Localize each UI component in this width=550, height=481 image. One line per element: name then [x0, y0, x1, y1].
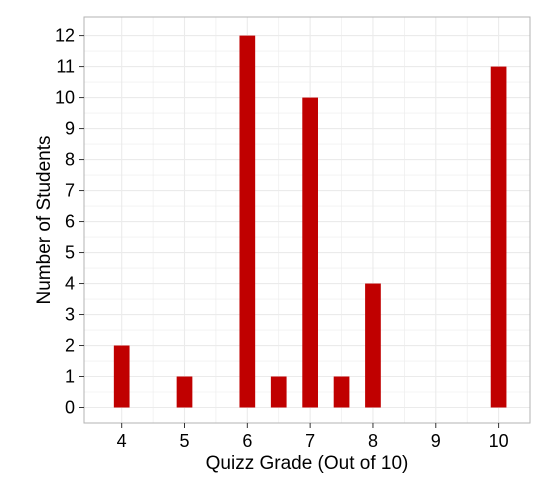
bar-4: [114, 346, 130, 408]
y-tick-label: 12: [55, 26, 75, 46]
y-axis-title: Number of Students: [34, 136, 55, 305]
bar-8: [365, 284, 381, 408]
x-tick-label: 10: [489, 431, 509, 451]
x-tick-label: 6: [242, 431, 252, 451]
y-tick-label: 1: [65, 367, 75, 387]
y-tick-label: 11: [56, 57, 75, 77]
x-tick-label: 7: [305, 431, 315, 451]
x-tick-label: 4: [117, 431, 127, 451]
y-tick-label: 5: [65, 243, 75, 263]
bar-6.5: [271, 377, 287, 408]
x-axis-title: Quizz Grade (Out of 10): [206, 453, 409, 474]
y-tick-label: 4: [65, 274, 75, 294]
bar-6: [239, 36, 255, 408]
y-tick-label: 3: [65, 305, 75, 325]
x-tick-label: 5: [179, 431, 189, 451]
bar-5: [177, 377, 193, 408]
y-tick-label: 2: [65, 336, 75, 356]
y-tick-label: 6: [65, 212, 75, 232]
y-tick-label: 0: [65, 398, 75, 418]
y-tick-label: 10: [55, 88, 75, 108]
y-tick-label: 7: [65, 181, 75, 201]
bar-10: [491, 67, 507, 408]
bar-7.5: [334, 377, 350, 408]
x-tick-label: 8: [368, 431, 378, 451]
y-tick-label: 8: [65, 150, 75, 170]
x-tick-label: 9: [431, 431, 441, 451]
y-tick-label: 9: [65, 119, 75, 139]
bar-7: [302, 98, 318, 408]
